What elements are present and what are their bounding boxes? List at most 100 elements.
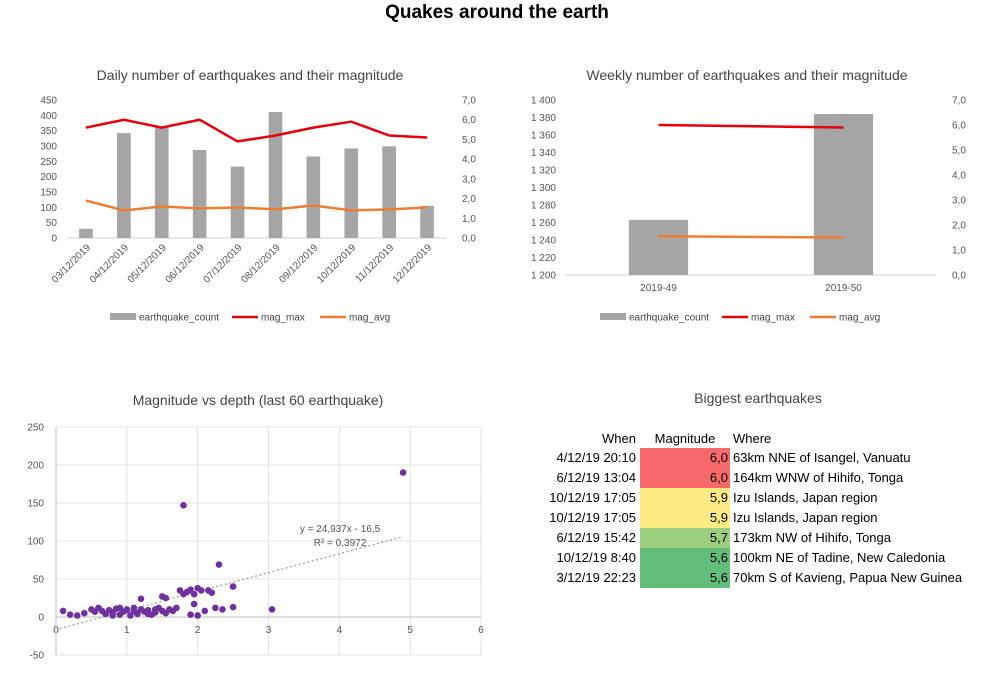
chart-title: Daily number of earthquakes and their ma…	[97, 67, 404, 83]
dashboard-title: Quakes around the earth	[385, 2, 609, 23]
legend-label-mag_avg: mag_avg	[349, 313, 390, 324]
weekly-quakes-chart: Weekly number of earthquakes and their m…	[531, 67, 966, 324]
y-tick-label: 1 260	[531, 218, 556, 229]
x-tick-label: 12/12/2019	[391, 242, 434, 285]
cell-where: Izu Islands, Japan region	[733, 490, 878, 505]
line-mag_avg	[658, 235, 844, 239]
y2-tick-label: 0,0	[462, 234, 476, 245]
y-tick-label: 1 220	[531, 253, 556, 264]
x-tick-label: 2019-49	[640, 283, 677, 294]
cell-when: 10/12/19 17:05	[549, 510, 636, 525]
cell-where: Izu Islands, Japan region	[733, 510, 878, 525]
x-tick-label: 4	[337, 625, 343, 636]
cell-where: 63km NNE of Isangel, Vanuatu	[733, 450, 911, 465]
header-when: When	[602, 431, 636, 446]
cell-magnitude: 5,6	[640, 548, 730, 568]
x-tick-label: 08/12/2019	[239, 242, 282, 285]
x-tick-label: 2019-50	[825, 283, 862, 294]
scatter-point	[201, 607, 209, 615]
y-tick-label: 400	[40, 111, 57, 122]
y-tick-label: 1 240	[531, 236, 556, 247]
x-tick-label: 04/12/2019	[88, 242, 131, 285]
y-tick-label: 200	[40, 172, 57, 183]
chart-title: Weekly number of earthquakes and their m…	[586, 67, 907, 83]
scatter-point	[137, 595, 145, 603]
y2-tick-label: 7,0	[462, 96, 476, 107]
scatter-point	[268, 606, 276, 613]
cell-magnitude: 6,0	[640, 468, 730, 488]
scatter-point	[190, 590, 198, 598]
cell-when: 4/12/19 20:10	[556, 450, 636, 465]
scatter-point	[208, 589, 216, 596]
scatter-point	[212, 604, 219, 612]
scatter-point	[173, 604, 180, 612]
y-tick-label: 200	[27, 461, 44, 472]
scatter-point	[116, 604, 124, 612]
cell-magnitude: 5,9	[640, 508, 730, 528]
scatter-point	[158, 607, 166, 615]
x-tick-label: 11/12/2019	[354, 242, 397, 285]
biggest-quakes-table: When Magnitude Where 4/12/19 20:10 6,0 63k…	[540, 429, 964, 588]
header-where: Where	[733, 431, 772, 446]
bar-earthquake_count	[813, 114, 874, 275]
line-mag_avg	[85, 199, 428, 212]
scatter-point	[162, 594, 170, 602]
y-tick-label: 250	[40, 157, 57, 168]
table-row: 10/12/19 8:40 5,6 100km NE of Tadine, New …	[540, 548, 964, 568]
scatter-point	[399, 469, 407, 476]
y-tick-label: 1 360	[531, 131, 556, 142]
table-row: 6/12/19 15:42 5,7 173km NW of Hihifo, Tong…	[540, 528, 964, 548]
y-tick-label: 100	[40, 203, 57, 214]
y-tick-label: 1 200	[531, 271, 556, 282]
scatter-point	[144, 610, 152, 618]
legend-swatch-earthquake_count	[600, 313, 626, 320]
scatter-point	[127, 612, 134, 619]
scatter-point	[130, 604, 138, 612]
scatter-point	[134, 610, 141, 618]
scatter-point	[187, 586, 194, 593]
y2-tick-label: 4,0	[952, 171, 966, 182]
cell-where: 100km NE of Tadine, New Caledonia	[733, 550, 946, 565]
y2-tick-label: 1,0	[462, 214, 476, 225]
cell-when: 10/12/19 8:40	[556, 550, 636, 565]
cell-where: 70km S of Kavieng, Papua New Guinea	[733, 570, 963, 585]
cell-magnitude: 5,7	[640, 528, 730, 548]
table-row: 10/12/19 17:05 5,9 Izu Islands, Japan regi…	[540, 488, 964, 508]
y-tick-label: 450	[40, 96, 57, 107]
bar-earthquake_count	[420, 205, 434, 238]
scatter-point	[180, 501, 187, 509]
legend-label-mag_max: mag_max	[261, 313, 305, 324]
cell-where: 173km NW of Hihifo, Tonga	[733, 530, 891, 545]
scatter-point	[219, 606, 226, 613]
y-tick-label: 300	[40, 142, 57, 153]
scatter-point	[81, 609, 88, 617]
y2-tick-label: 2,0	[952, 221, 966, 232]
scatter-point	[151, 606, 159, 613]
x-tick-label: 06/12/2019	[164, 242, 207, 285]
y-tick-label: 1 340	[531, 148, 556, 159]
bar-earthquake_count	[117, 133, 131, 238]
y2-tick-label: 0,0	[952, 271, 966, 282]
cell-magnitude: 5,9	[640, 488, 730, 508]
legend-label-earthquake_count: earthquake_count	[139, 313, 219, 324]
scatter-point	[98, 607, 106, 615]
bar-earthquake_count	[230, 166, 245, 238]
legend-label-earthquake_count: earthquake_count	[629, 313, 709, 324]
scatter-point	[194, 612, 201, 619]
scatter-point	[73, 612, 81, 619]
line-mag_max	[85, 118, 428, 143]
table-row: 6/12/19 13:04 6,0 164km WNW of Hihifo, Ton…	[540, 468, 964, 488]
scatter-point	[59, 607, 67, 615]
line-mag_max	[658, 123, 844, 129]
x-tick-label: 1	[124, 625, 130, 636]
legend-swatch-earthquake_count	[110, 313, 136, 320]
y2-tick-label: 6,0	[462, 115, 476, 126]
trendline-equation: y = 24,937x - 16,5	[300, 524, 381, 535]
y-tick-label: 1 280	[531, 201, 556, 212]
y2-tick-label: 4,0	[462, 155, 476, 166]
bar-earthquake_count	[79, 228, 93, 238]
y-tick-label: 1 320	[531, 166, 556, 177]
y2-tick-label: 3,0	[952, 196, 966, 207]
legend-label-mag_max: mag_max	[751, 313, 795, 324]
table-title: Biggest earthquakes	[694, 390, 822, 406]
